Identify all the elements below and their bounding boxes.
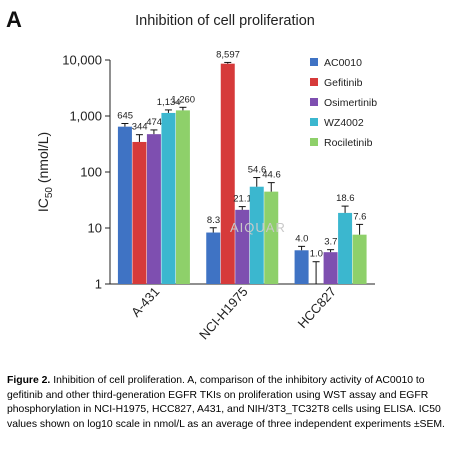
data-label: 645 (117, 110, 133, 121)
bar (294, 250, 309, 284)
y-tick-label: 100 (80, 165, 102, 180)
bar (175, 110, 190, 285)
data-label: 1,134 (157, 97, 181, 108)
y-tick-label: 10,000 (62, 53, 102, 68)
bar (323, 252, 338, 284)
legend-label: WZ4002 (324, 117, 364, 129)
legend-swatch (310, 78, 318, 86)
data-label: 8,597 (216, 49, 240, 60)
data-label: 344 (132, 122, 148, 133)
bar (352, 234, 367, 284)
data-label: 3.7 (324, 237, 337, 248)
legend-swatch (310, 98, 318, 106)
x-tick-label: HCC827 (295, 284, 340, 331)
data-label: 21.1 (233, 194, 252, 205)
y-tick-label: 10 (88, 221, 102, 236)
y-tick-label: 1 (95, 277, 102, 292)
legend-label: Gefitinib (324, 77, 363, 89)
y-axis-label-sub: 50 (44, 187, 55, 199)
y-axis-label-rest: (nmol/L) (35, 132, 51, 187)
data-label: 44.6 (262, 170, 281, 181)
bar (338, 212, 353, 284)
bar (206, 232, 221, 284)
bar (235, 209, 250, 284)
y-axis-label: IC50 (nmol/L) (35, 132, 55, 212)
figure-caption: Figure 2. Inhibition of cell proliferati… (7, 374, 459, 432)
bar (161, 112, 176, 284)
legend: AC0010 Gefitinib Osimertinib WZ4002 Rocileti… (310, 57, 377, 149)
legend-label: AC0010 (324, 57, 362, 69)
data-label: 1.0 (310, 249, 323, 260)
data-label: 7.6 (353, 211, 366, 222)
data-label: 8.3 (207, 215, 220, 226)
watermark: AIQUAR (230, 220, 286, 235)
bar (132, 141, 147, 284)
legend-label: Osimertinib (324, 97, 377, 109)
legend-label: Rociletinib (324, 137, 373, 149)
chart-title: Inhibition of cell proliferation (135, 13, 315, 29)
y-tick-label: 1,000 (69, 109, 102, 124)
legend-swatch (310, 138, 318, 146)
caption-text: Inhibition of cell proliferation. A, com… (7, 375, 445, 430)
bar (117, 126, 132, 284)
data-label: 474 (146, 117, 162, 128)
legend-swatch (310, 58, 318, 66)
bar (249, 186, 264, 284)
bar (264, 191, 279, 284)
x-tick-label: A-431 (128, 284, 162, 320)
panel-label: A (6, 7, 22, 32)
data-label: 54.6 (248, 165, 267, 176)
x-tick-label: NCI-H1975 (196, 284, 251, 342)
y-axis-label-main: IC (35, 198, 51, 212)
data-label: 18.6 (336, 193, 355, 204)
legend-swatch (310, 118, 318, 126)
data-label: 4.0 (295, 233, 308, 244)
chart: A Inhibition of cell proliferation IC50 … (6, 7, 377, 342)
figure-label: Figure 2. (7, 375, 51, 386)
bar (220, 63, 235, 284)
data-label: 1,260 (171, 94, 195, 105)
bar (146, 134, 161, 284)
